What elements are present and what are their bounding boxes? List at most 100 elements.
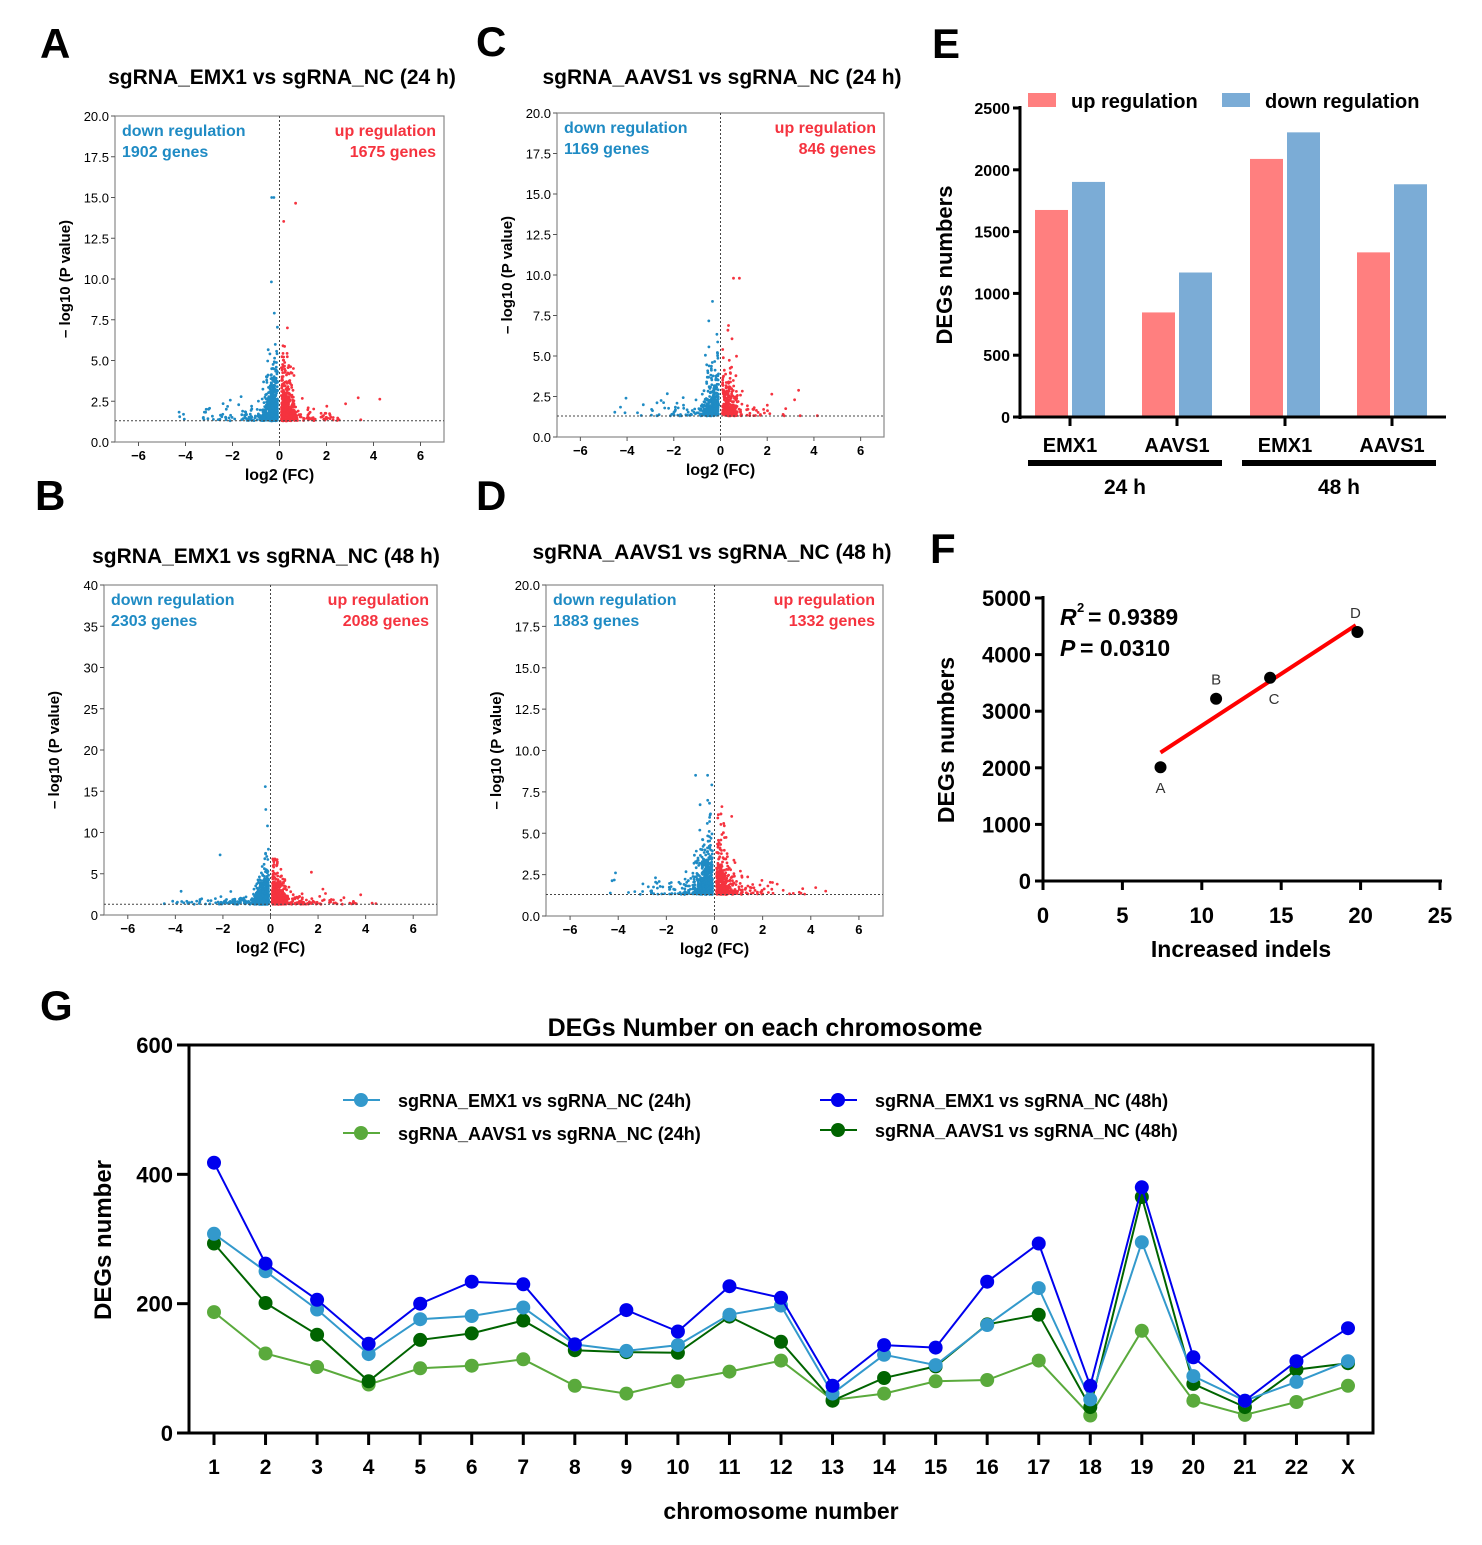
x-tick-label: 22	[1285, 1456, 1308, 1479]
series-point	[207, 1155, 221, 1170]
volcano-point	[745, 408, 749, 412]
volcano-point	[659, 399, 663, 402]
volcano-point	[711, 884, 714, 888]
volcano-point	[261, 873, 265, 877]
volcano-point	[661, 885, 665, 889]
x-tick-label: 0	[276, 448, 283, 463]
volcano-point	[262, 416, 266, 419]
volcano-point	[224, 418, 228, 422]
volcano-point	[723, 410, 727, 414]
volcano-point	[710, 865, 714, 868]
series-point	[670, 1374, 685, 1389]
volcano-point	[692, 880, 696, 884]
volcano-point	[249, 415, 253, 418]
volcano-point	[728, 878, 732, 882]
volcano-point	[722, 392, 725, 395]
volcano-point	[726, 879, 729, 883]
volcano-point	[240, 413, 244, 417]
volcano-point	[682, 406, 686, 410]
series-point	[1134, 1323, 1149, 1338]
volcano-point	[332, 898, 335, 902]
bar-down	[1287, 132, 1320, 418]
volcano-point	[700, 878, 703, 882]
volcano-point	[651, 409, 654, 412]
r2-superscript: 2	[1077, 600, 1084, 615]
legend-marker	[831, 1123, 845, 1137]
volcano-point	[720, 852, 723, 855]
volcano-point	[295, 896, 298, 899]
volcano-point	[287, 387, 291, 391]
volcano-point	[692, 410, 696, 414]
volcano-point	[713, 384, 716, 387]
volcano-point	[287, 885, 291, 889]
series-point	[413, 1361, 428, 1376]
category-label: EMX1	[1258, 435, 1312, 457]
volcano-point	[278, 882, 282, 885]
volcano-point	[289, 412, 292, 415]
volcano-point	[281, 358, 285, 362]
up-count-label: 1332 genes	[789, 613, 875, 630]
volcano-point	[708, 856, 712, 859]
volcano-point	[287, 364, 291, 367]
series-point	[670, 1338, 685, 1353]
volcano-point	[276, 860, 279, 864]
y-axis-label: DEGs number	[90, 1160, 117, 1320]
volcano-point	[272, 398, 276, 402]
volcano-point	[698, 874, 701, 878]
volcano-point	[272, 367, 276, 371]
volcano-point	[707, 878, 711, 882]
volcano-point	[633, 890, 637, 893]
legend-label: sgRNA_AAVS1 vs sgRNA_NC (24h)	[398, 1124, 701, 1144]
volcano-point	[692, 877, 696, 881]
volcano-point	[739, 410, 742, 414]
series-point	[516, 1352, 531, 1367]
volcano-point	[276, 380, 279, 384]
volcano-point	[706, 389, 710, 393]
volcano-point	[710, 368, 713, 372]
volcano-point	[614, 871, 617, 875]
volcano-point	[662, 401, 665, 404]
p-value: = 0.0310	[1080, 635, 1170, 661]
volcano-point	[287, 397, 291, 401]
volcano-point	[799, 891, 803, 895]
x-tick-label: 2	[759, 922, 766, 937]
volcano-point	[758, 883, 762, 887]
volcano-point	[190, 900, 194, 904]
volcano-point	[294, 201, 297, 205]
x-tick-label: −4	[620, 443, 636, 458]
volcano-point	[667, 406, 670, 410]
series-point	[413, 1296, 428, 1311]
volcano-point	[716, 861, 720, 865]
volcano-point	[305, 898, 308, 902]
y-tick-label: 15.0	[84, 191, 109, 206]
volcano-point	[252, 892, 255, 896]
volcano-point	[726, 392, 730, 396]
x-axis-label: log2 (FC)	[236, 940, 305, 957]
volcano-point	[727, 873, 730, 877]
volcano-point	[717, 866, 721, 870]
volcano-point	[279, 894, 283, 898]
volcano-point	[728, 399, 732, 402]
volcano-point	[315, 900, 319, 904]
volcano-point	[292, 402, 296, 405]
volcano-point	[723, 395, 726, 399]
bar-up	[1250, 158, 1283, 417]
volcano-point	[646, 885, 650, 889]
panel-letter: C	[476, 18, 506, 65]
volcano-points	[177, 196, 382, 423]
x-tick-label: 6	[855, 922, 862, 937]
series-point	[722, 1364, 737, 1379]
volcano-point	[753, 889, 757, 892]
volcano-point	[290, 393, 294, 397]
volcano-point	[693, 890, 697, 893]
volcano-point	[733, 861, 737, 864]
x-tick-label: 0	[717, 443, 724, 458]
volcano-point	[763, 411, 766, 415]
volcano-point	[708, 408, 711, 411]
volcano-point	[748, 411, 752, 415]
volcano-point	[697, 889, 701, 892]
volcano-point	[300, 397, 304, 400]
volcano-point	[262, 401, 266, 404]
volcano-point	[706, 773, 709, 777]
volcano-point	[187, 901, 191, 905]
